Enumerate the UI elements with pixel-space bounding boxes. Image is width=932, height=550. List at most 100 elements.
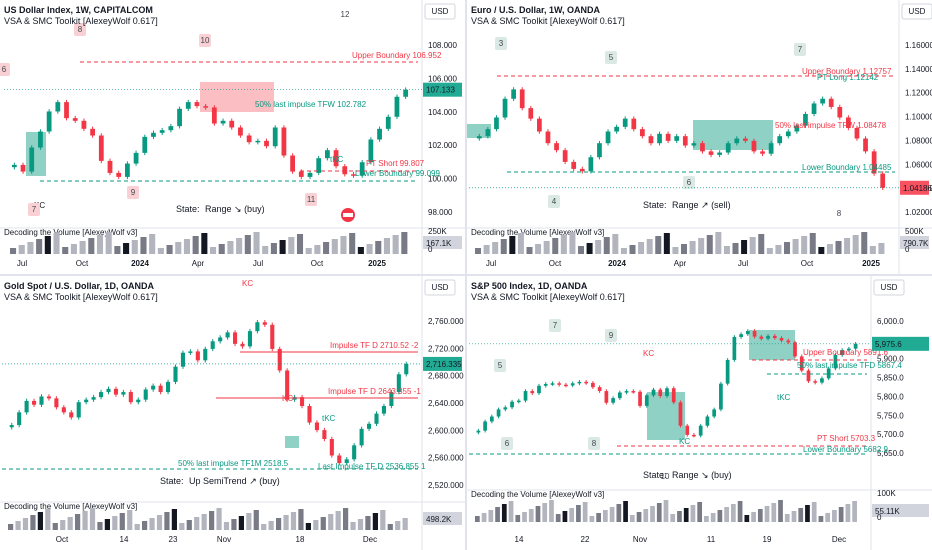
chart-panel-spx[interactable]: 6,000.05,950.05,900.05,850.05,800.05,750…	[467, 276, 932, 550]
volume-bar	[323, 242, 330, 254]
volume-tick-label: 250K	[428, 227, 447, 236]
volume-bar	[603, 237, 610, 254]
volume-bar	[535, 506, 541, 522]
y-tick-label: 2,560.000	[428, 454, 464, 463]
volume-bar	[595, 240, 602, 254]
candle-body	[307, 172, 313, 177]
volume-bar	[279, 240, 286, 254]
chart-panel-dxy[interactable]: 108.000 106.000 104.000 102.000 100.000 98.00…	[0, 0, 465, 274]
volume-tick-label: 0	[905, 245, 910, 254]
candle-body	[828, 98, 834, 107]
volume-bar	[96, 235, 104, 254]
volume-bar	[313, 520, 319, 530]
horizontal-divider[interactable]	[0, 274, 932, 276]
volume-bar	[778, 500, 783, 522]
candle-body	[158, 385, 163, 393]
candle-body	[285, 370, 290, 400]
candle-body	[55, 102, 61, 112]
x-tick-label: Nov	[217, 535, 231, 544]
candle-body	[61, 407, 66, 413]
currency-label: USD	[432, 7, 449, 16]
chart-dxy[interactable]: 108.000 106.000 104.000 102.000 100.000 98.00…	[0, 0, 465, 274]
volume-bar	[45, 509, 51, 530]
volume-bar	[623, 501, 628, 522]
candle-body	[255, 140, 261, 143]
volume-bar	[878, 243, 885, 254]
x-tick-label: 18	[296, 535, 305, 544]
candle-body	[751, 140, 757, 152]
level-annotation: tKC	[322, 414, 336, 423]
candle-body	[377, 128, 382, 140]
volume-bar	[194, 517, 200, 530]
volume-bar	[475, 516, 480, 522]
volume-bar	[149, 234, 156, 254]
x-tick-label: 11	[707, 535, 716, 544]
candle-body	[584, 381, 589, 384]
currency-label: USD	[881, 283, 898, 292]
volume-bar	[535, 244, 542, 254]
level-annotation: Lower Boundary 5682.9	[803, 445, 889, 454]
volume-bar	[231, 519, 237, 530]
zone-box	[467, 124, 491, 138]
volume-bar	[825, 513, 831, 522]
candle-body	[674, 136, 680, 141]
wave-label: 8	[592, 439, 597, 448]
candle-body	[272, 127, 278, 147]
wave-label: 8	[78, 25, 83, 34]
volume-bar	[387, 524, 393, 530]
state-label: State:	[160, 476, 184, 486]
candle-body	[604, 391, 609, 403]
chart-xauusd[interactable]: 2,760.000 2,720.000 2,680.000 2,640.000 2,60…	[0, 276, 465, 550]
zone-box	[200, 82, 274, 112]
candle-body	[698, 425, 703, 436]
volume-bar	[171, 509, 177, 530]
x-tick-label: Dec	[832, 535, 846, 544]
wave-label-bg	[494, 359, 506, 372]
volume-bar	[380, 510, 386, 530]
level-annotation: 50% last impulse TFD 5867.4	[797, 361, 902, 370]
volume-bar	[331, 239, 338, 254]
candle-body	[511, 89, 516, 99]
chart-panel-eurusd[interactable]: 1.16000 1.14000 1.12000 1.10000 1.08000 1.060…	[467, 0, 932, 274]
candle-body	[700, 143, 705, 152]
candle-body	[577, 381, 582, 384]
volume-tick-label: 100K	[877, 489, 896, 498]
volume-bar	[112, 516, 118, 530]
candle-body	[651, 389, 656, 396]
volume-bar	[801, 236, 808, 254]
candle-body	[768, 143, 774, 154]
x-tick-label: Jul	[738, 259, 748, 268]
candle-body	[298, 171, 304, 177]
level-annotation: Upper Boundary 1.12757	[802, 67, 892, 76]
candle-body	[847, 348, 851, 351]
volume-value: 167.1K	[426, 239, 452, 248]
volume-bar	[343, 508, 349, 530]
volume-bar	[515, 515, 521, 522]
candle-body	[786, 340, 791, 343]
candle-body	[11, 164, 17, 168]
volume-bar	[89, 508, 96, 530]
chart-panel-xauusd[interactable]: 2,760.000 2,720.000 2,680.000 2,640.000 2,60…	[0, 276, 465, 550]
volume-bar	[838, 507, 844, 522]
chart-eurusd[interactable]: 1.16000 1.14000 1.12000 1.10000 1.08000 1.060…	[467, 0, 932, 274]
volume-bar	[288, 237, 295, 254]
volume-bar	[638, 242, 645, 254]
volume-bar	[832, 510, 837, 522]
wave-label-bg	[495, 37, 507, 50]
volume-bar	[569, 232, 576, 254]
candle-body	[537, 385, 541, 394]
level-annotation: KC	[282, 394, 293, 403]
volume-bar	[105, 232, 112, 254]
candle-body	[489, 416, 494, 422]
volume-bar	[53, 233, 60, 254]
x-tick-label: Oct	[311, 259, 324, 268]
candle-body	[381, 406, 386, 414]
volume-bar	[646, 239, 653, 254]
wave-label-bg	[305, 193, 317, 206]
candle-body	[218, 337, 223, 342]
volume-tick-label: 0	[877, 513, 882, 522]
x-tick-label: 23	[169, 535, 178, 544]
chart-title: S&P 500 Index, 1D, OANDA	[471, 281, 588, 291]
chart-spx[interactable]: 6,000.05,950.05,900.05,850.05,800.05,750…	[467, 276, 932, 550]
wave-label: 7	[553, 321, 558, 330]
